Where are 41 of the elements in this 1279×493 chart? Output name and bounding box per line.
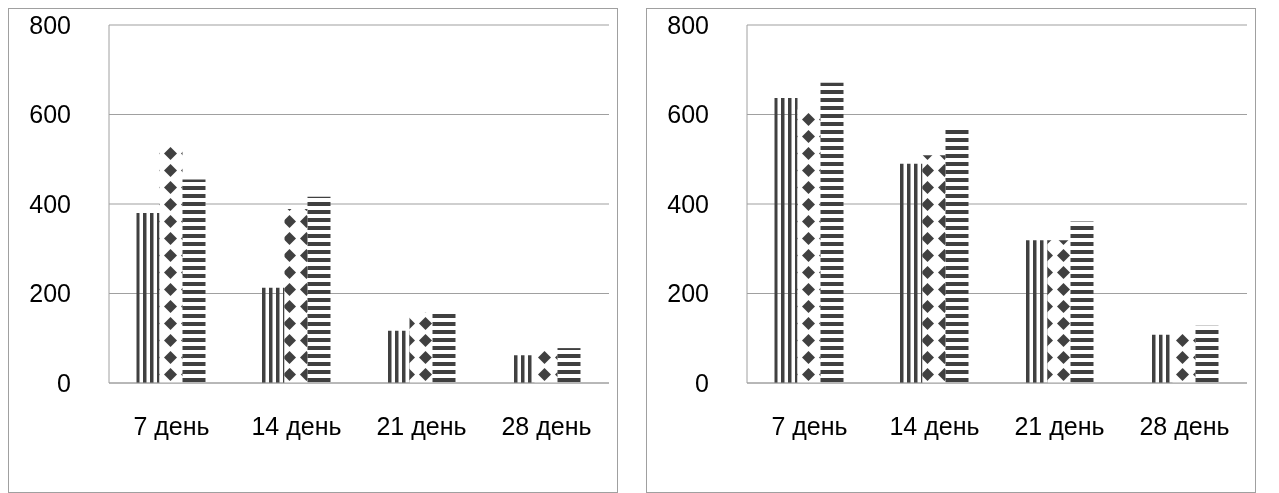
x-tick-label: 14 день <box>251 411 342 440</box>
y-tick-label: 800 <box>667 10 709 39</box>
bar <box>136 212 160 383</box>
bar <box>534 348 558 383</box>
y-tick-label: 200 <box>667 279 709 308</box>
bar <box>1047 240 1071 383</box>
y-tick-label: 0 <box>57 368 71 397</box>
bar <box>1172 331 1196 383</box>
y-tick-label: 0 <box>695 368 709 397</box>
bar <box>261 287 285 383</box>
x-tick-label: 28 день <box>1139 411 1230 440</box>
bar <box>182 179 206 383</box>
x-tick-label: 14 день <box>889 411 980 440</box>
bar <box>945 128 969 383</box>
bar <box>1070 221 1094 383</box>
bar <box>922 155 946 383</box>
x-tick-label: 21 день <box>1014 411 1105 440</box>
bar <box>284 208 308 383</box>
bar <box>557 348 581 383</box>
bar <box>899 163 923 383</box>
y-tick-label: 200 <box>29 279 71 308</box>
x-tick-label: 21 день <box>376 411 467 440</box>
y-tick-label: 600 <box>29 100 71 129</box>
bar <box>511 355 535 383</box>
bar <box>1024 240 1048 383</box>
x-tick-label: 28 день <box>501 411 592 440</box>
y-tick-label: 400 <box>29 189 71 218</box>
bar <box>386 330 410 383</box>
bar <box>1195 325 1219 383</box>
bar <box>774 97 798 383</box>
bar <box>797 109 821 383</box>
y-tick-label: 400 <box>667 189 709 218</box>
x-tick-label: 7 день <box>771 411 848 440</box>
bar <box>159 145 183 383</box>
bar <box>409 312 433 383</box>
x-tick-label: 7 день <box>133 411 210 440</box>
bar <box>1149 334 1173 383</box>
bar <box>307 196 331 383</box>
y-tick-label: 600 <box>667 100 709 129</box>
y-tick-label: 800 <box>29 10 71 39</box>
bar <box>820 82 844 383</box>
